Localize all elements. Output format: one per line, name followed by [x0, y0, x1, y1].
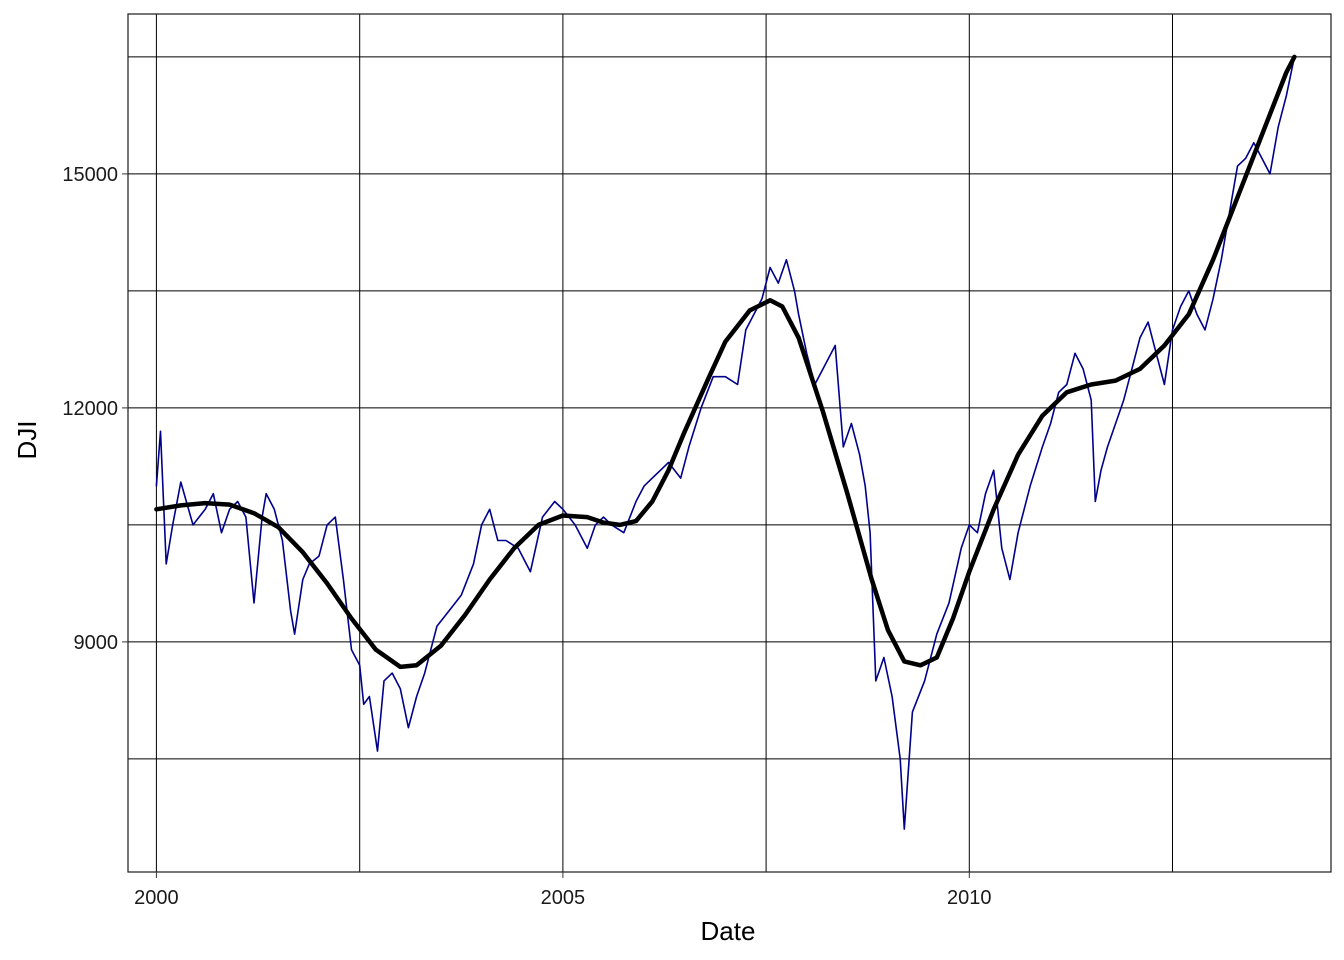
- y-tick-label: 9000: [74, 632, 119, 654]
- x-tick-label: 2005: [541, 887, 586, 909]
- x-tick-label: 2010: [947, 887, 992, 909]
- x-tick-label: 2000: [134, 887, 179, 909]
- x-axis-title: Date: [701, 916, 756, 946]
- y-axis-title: DJI: [12, 421, 42, 460]
- y-tick-label: 12000: [62, 398, 118, 420]
- axis-ticks: 2000 2005 2010 9000 12000 15000: [62, 164, 991, 909]
- dji-close-line: [155, 56, 1296, 830]
- plot-border: [127, 13, 1332, 873]
- y-tick-label: 15000: [62, 164, 118, 186]
- dji-smooth-trend-line: [154, 54, 1297, 670]
- data-layer: [154, 54, 1297, 830]
- grid-lines: [128, 14, 1331, 872]
